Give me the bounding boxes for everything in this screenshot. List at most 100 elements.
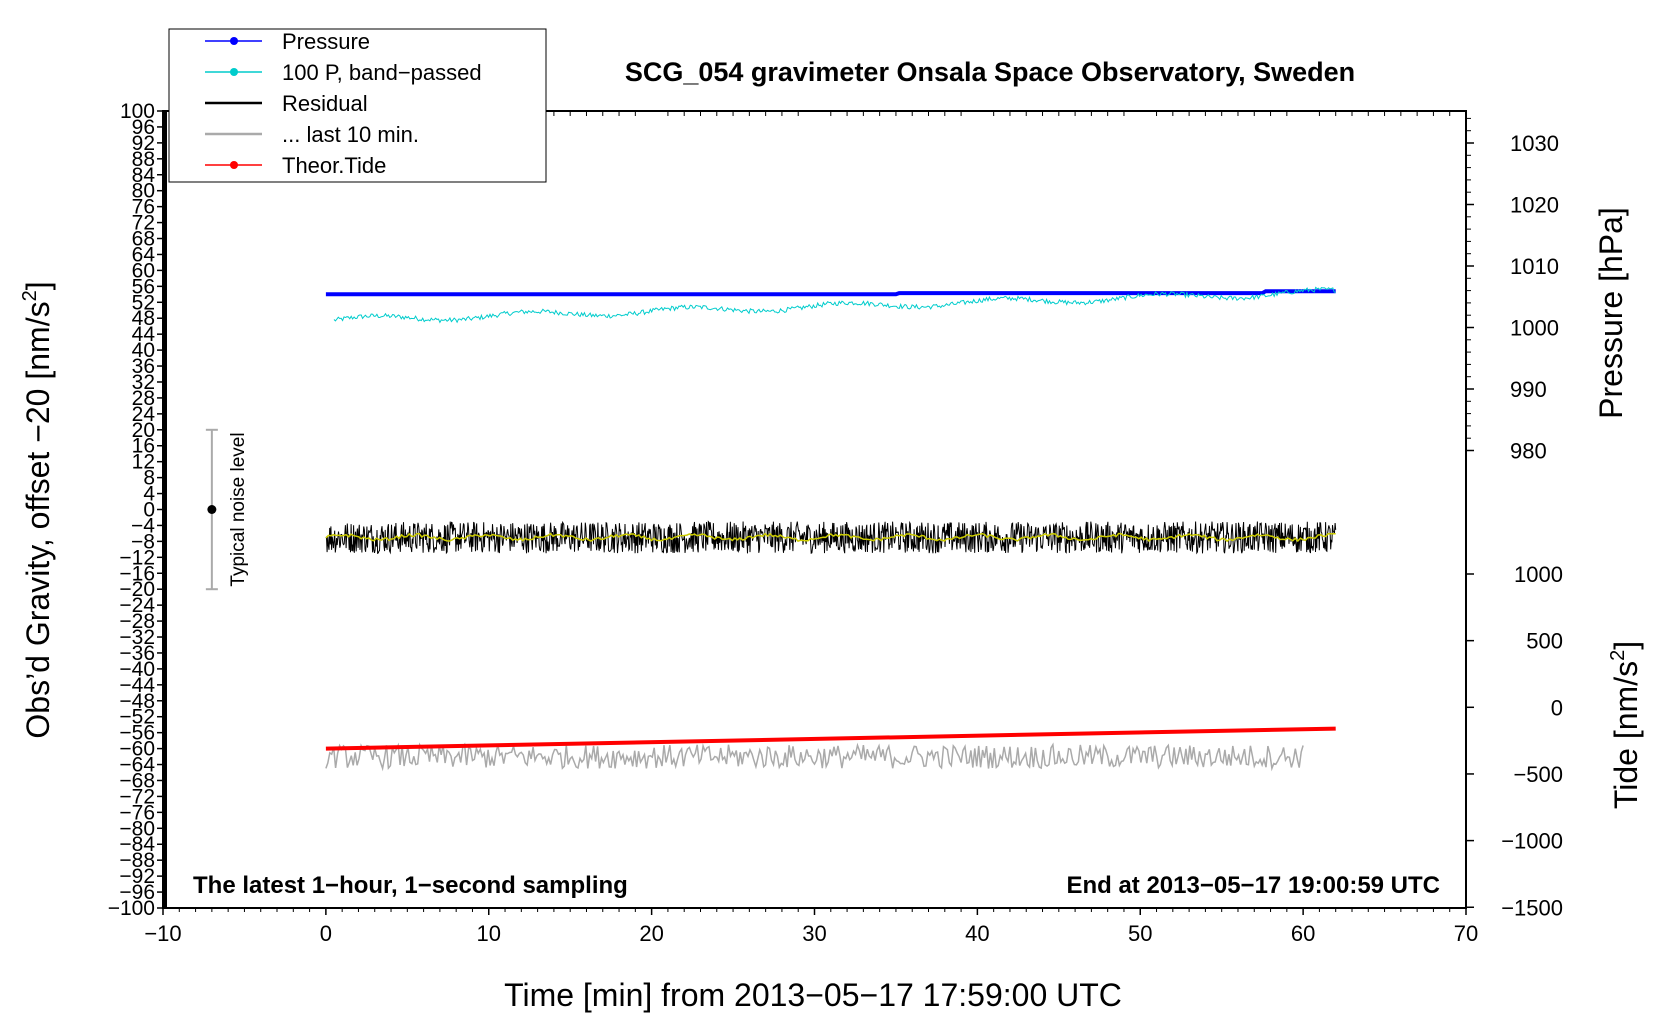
left-tick-label: −32 [119,626,155,649]
left-tick-label: 36 [132,355,155,378]
left-tick-label: 88 [132,148,155,171]
legend-label: 100 P, band−passed [282,60,482,85]
left-tick-label: −20 [119,578,155,601]
pressure-tick-label: 1010 [1510,254,1559,279]
sampling-note: The latest 1−hour, 1−second sampling [193,872,628,899]
x-tick-label: 20 [639,921,663,946]
left-tick-label: −72 [119,785,155,808]
left-tick-label: −24 [119,594,155,617]
left-tick-label: −16 [119,562,155,585]
tide-axis-label-sup: 2 [1607,650,1629,661]
plot-frame [162,110,1467,909]
left-tick-label: −4 [131,514,155,537]
left-tick-label: 40 [132,339,155,362]
pressure-tick-label: 990 [1510,377,1547,402]
left-tick-label: 84 [132,164,156,187]
left-tick-label: −60 [119,738,155,761]
left-tick-label: 44 [132,323,156,346]
noise-bar-center-dot [207,505,217,514]
left-tick-label: −64 [119,754,155,777]
series-layer [325,286,1337,772]
tide-tick-label: −1500 [1501,895,1563,920]
left-tick-label: 92 [132,132,155,155]
left-tick-label: 48 [132,307,155,330]
x-tick-label: −10 [144,921,181,946]
tide-tick-label: 0 [1551,695,1563,720]
x-axis-ticks: −10 0 10 20 30 40 50 60 70 [144,111,1478,946]
x-tick-label: 40 [965,921,989,946]
legend-label: ... last 10 min. [282,122,419,147]
residual-line [325,520,1337,555]
left-tick-label: 4 [143,483,155,506]
last-10-min-line [325,742,1304,772]
left-tick-label: 56 [132,275,155,298]
left-tick-label: −84 [119,833,155,856]
left-axis-ticks: 1009692888480767268646056524844403632282… [108,100,163,920]
tide-tick-label: 500 [1526,629,1563,654]
left-tick-label: 60 [132,259,155,282]
chart-title: SCG_054 gravimeter Onsala Space Observat… [625,57,1355,87]
left-tick-label: 68 [132,228,155,251]
left-tick-label: −52 [119,706,155,729]
pressure-tick-label: 1030 [1510,131,1559,156]
left-tick-label: −28 [119,610,155,633]
left-tick-label: −56 [119,722,155,745]
left-tick-label: 72 [132,212,155,235]
noise-level-indicator: Typical noise level [205,428,249,591]
x-axis-label: Time [min] from 2013−05−17 17:59:00 UTC [504,977,1122,1013]
x-tick-label: 70 [1454,921,1478,946]
left-tick-label: 24 [132,403,156,426]
left-tick-label: −92 [119,865,155,888]
theoretical-tide-line [325,726,1336,751]
left-tick-label: 80 [132,180,155,203]
residual-smoothed-line [325,532,1336,543]
left-tick-label: 16 [132,435,155,458]
left-tick-label: −100 [108,897,155,920]
x-tick-label: 30 [802,921,826,946]
x-tick-label: 0 [320,921,332,946]
end-time-note: End at 2013−05−17 19:00:59 UTC [1066,872,1440,899]
left-axis-label: Obs’d Gravity, offset −20 [nm/s2] [19,281,56,738]
left-tick-label: −48 [119,690,155,713]
left-tick-label: 64 [132,243,156,266]
legend-swatch-marker [230,68,238,76]
left-tick-label: 96 [132,116,155,139]
pressure-tick-label: 1000 [1510,316,1559,341]
pressure-axis-label: Pressure [hPa] [1593,207,1629,419]
legend-box [168,28,547,183]
left-tick-label: −40 [119,658,155,681]
left-tick-label: −88 [119,849,155,872]
x-tick-label: 50 [1128,921,1152,946]
x-tick-label: 10 [477,921,501,946]
left-tick-label: 8 [143,467,155,490]
left-tick-label: −36 [119,642,155,665]
tide-axis-label-close: ] [1608,641,1644,650]
legend-entries: Pressure 100 P, band−passed Residual ... la… [205,29,482,178]
pressure-tick-label: 980 [1510,439,1547,464]
left-tick-label: 52 [132,291,155,314]
left-tick-label: −68 [119,769,155,792]
left-axis-label-close: ] [20,281,56,290]
tide-axis-label: Tide [nm/s2] [1607,641,1644,809]
left-tick-label: 28 [132,387,155,410]
pressure-axis-ticks: 1030 1020 1010 1000 990 980 [1466,117,1559,464]
bandpassed-pressure-line [333,286,1336,324]
left-tick-label: −12 [119,546,155,569]
legend-swatch-marker [230,161,238,169]
tide-axis-ticks: 1000 500 0 −500 −1000 −1500 [1466,562,1563,920]
tide-tick-label: −500 [1513,762,1563,787]
left-axis-label-sup: 2 [19,290,41,301]
left-tick-label: 32 [132,371,155,394]
legend-swatch-marker [230,37,238,45]
left-tick-label: 0 [143,499,155,522]
left-tick-label: 12 [132,451,155,474]
left-tick-label: 100 [120,100,155,123]
pressure-tick-label: 1020 [1510,193,1559,218]
left-tick-label: −80 [119,817,155,840]
x-tick-label: 60 [1291,921,1315,946]
left-tick-label: 20 [132,419,155,442]
legend-label: Residual [282,91,368,116]
tide-axis-label-text: Tide [nm/s [1608,661,1644,809]
left-tick-label: −8 [131,530,155,553]
